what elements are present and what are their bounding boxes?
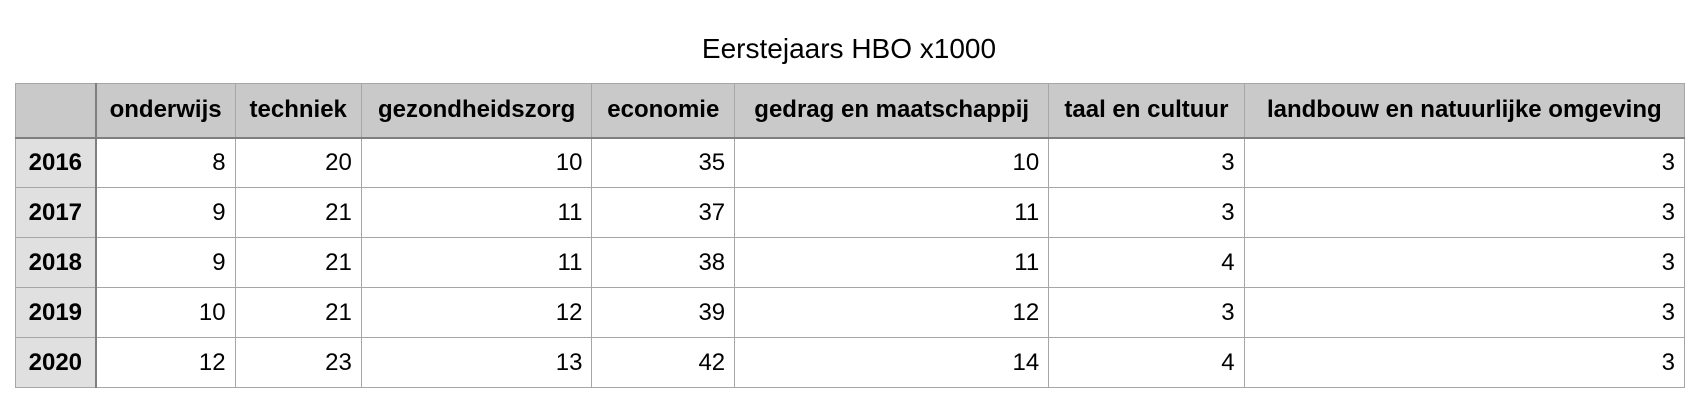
table-cell: 3: [1243, 137, 1686, 188]
table-cell: 11: [360, 187, 593, 238]
table-cell: 4: [1048, 337, 1245, 388]
table-cell: 14: [734, 337, 1050, 388]
column-header: economie: [591, 83, 736, 139]
table-body: 2016 8 20 10 35 10 3 3 2017 9 21 11 37 11 3 3 2018 9 21 11 3…: [14, 137, 1686, 388]
row-header-year: 2018: [14, 237, 97, 288]
table-cell: 3: [1243, 237, 1686, 288]
table-cell: 12: [360, 287, 593, 338]
table-cell: 10: [360, 137, 593, 188]
table-cell: 3: [1243, 337, 1686, 388]
table-cell: 13: [360, 337, 593, 388]
table-cell: 9: [95, 237, 236, 288]
table-cell: 38: [591, 237, 736, 288]
table-row: 2019 10 21 12 39 12 3 3: [14, 287, 1686, 338]
row-header-year: 2017: [14, 187, 97, 238]
table-row: 2018 9 21 11 38 11 4 3: [14, 237, 1686, 288]
column-header: techniek: [234, 83, 362, 139]
corner-cell: [14, 83, 97, 139]
table-cell: 21: [234, 237, 362, 288]
table-row: 2016 8 20 10 35 10 3 3: [14, 137, 1686, 188]
table-cell: 3: [1048, 137, 1245, 188]
table-cell: 10: [95, 287, 236, 338]
column-header: onderwijs: [95, 83, 236, 139]
table-cell: 20: [234, 137, 362, 188]
table-cell: 12: [734, 287, 1050, 338]
table-cell: 8: [95, 137, 236, 188]
table-cell: 37: [591, 187, 736, 238]
table-cell: 11: [360, 237, 593, 288]
row-header-year: 2016: [14, 137, 97, 188]
table-cell: 9: [95, 187, 236, 238]
row-header-year: 2020: [14, 337, 97, 388]
column-header: taal en cultuur: [1048, 83, 1245, 139]
table-cell: 23: [234, 337, 362, 388]
table-cell: 3: [1243, 187, 1686, 238]
row-header-year: 2019: [14, 287, 97, 338]
table-cell: 39: [591, 287, 736, 338]
table-cell: 10: [734, 137, 1050, 188]
column-header: landbouw en natuurlijke omgeving: [1243, 83, 1686, 139]
table-cell: 35: [591, 137, 736, 188]
column-header: gezondheidszorg: [360, 83, 593, 139]
data-table: onderwijs techniek gezondheidszorg economie…: [14, 83, 1686, 388]
table-cell: 12: [95, 337, 236, 388]
table-row: 2017 9 21 11 37 11 3 3: [14, 187, 1686, 238]
table-cell: 3: [1243, 287, 1686, 338]
table-cell: 3: [1048, 287, 1245, 338]
table-cell: 4: [1048, 237, 1245, 288]
column-header: gedrag en maatschappij: [734, 83, 1050, 139]
table-cell: 11: [734, 237, 1050, 288]
table-cell: 21: [234, 187, 362, 238]
table-cell: 11: [734, 187, 1050, 238]
header-row: onderwijs techniek gezondheidszorg economie…: [14, 83, 1686, 139]
table-cell: 21: [234, 287, 362, 338]
table-title: Eerstejaars HBO x1000: [701, 33, 997, 64]
table-row: 2020 12 23 13 42 14 4 3: [14, 337, 1686, 388]
table-cell: 42: [591, 337, 736, 388]
table-cell: 3: [1048, 187, 1245, 238]
